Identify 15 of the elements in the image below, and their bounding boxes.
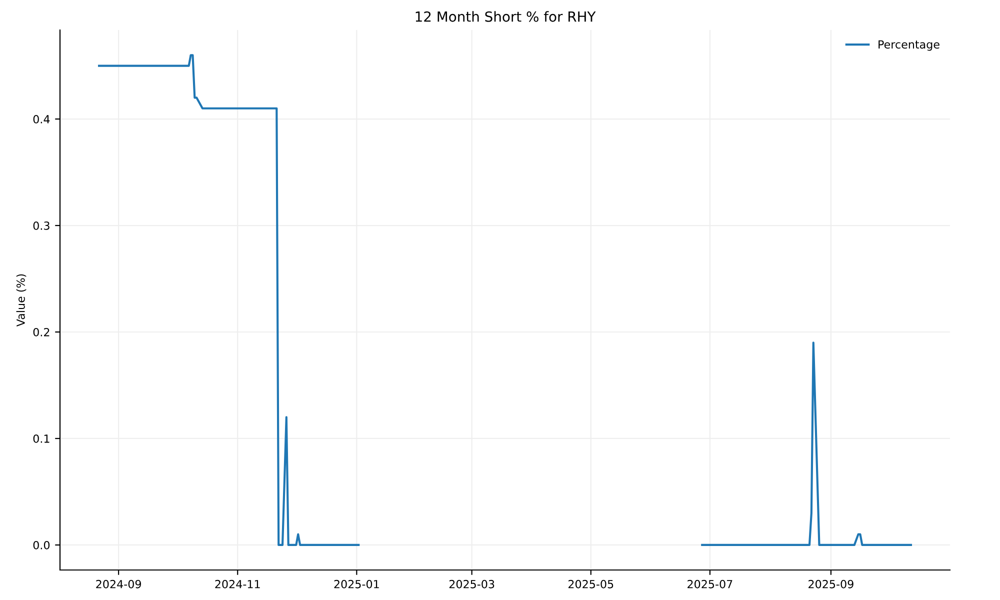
y-tick-label: 0.2 (33, 328, 50, 336)
y-tick-label: 0.3 (33, 221, 50, 230)
y-tick-label: 0.0 (33, 540, 50, 550)
legend-label: Percentage (878, 40, 940, 51)
chart-title: 12 Month Short % for RHY (416, 11, 596, 22)
x-tick-label: 2024-11 (215, 580, 260, 588)
x-tick-label: 2025-09 (808, 580, 854, 588)
y-tick-label: 0.4 (33, 115, 50, 124)
x-tick-label: 2025-01 (334, 580, 379, 588)
y-axis-title: Value (%) (16, 274, 26, 327)
x-tick-label: 2024-09 (96, 580, 141, 588)
x-tick-label: 2025-03 (449, 580, 494, 588)
x-tick-label: 2025-07 (688, 580, 732, 588)
y-tick-label: 0.1 (33, 434, 50, 443)
x-tick-label: 2025-05 (568, 580, 614, 588)
